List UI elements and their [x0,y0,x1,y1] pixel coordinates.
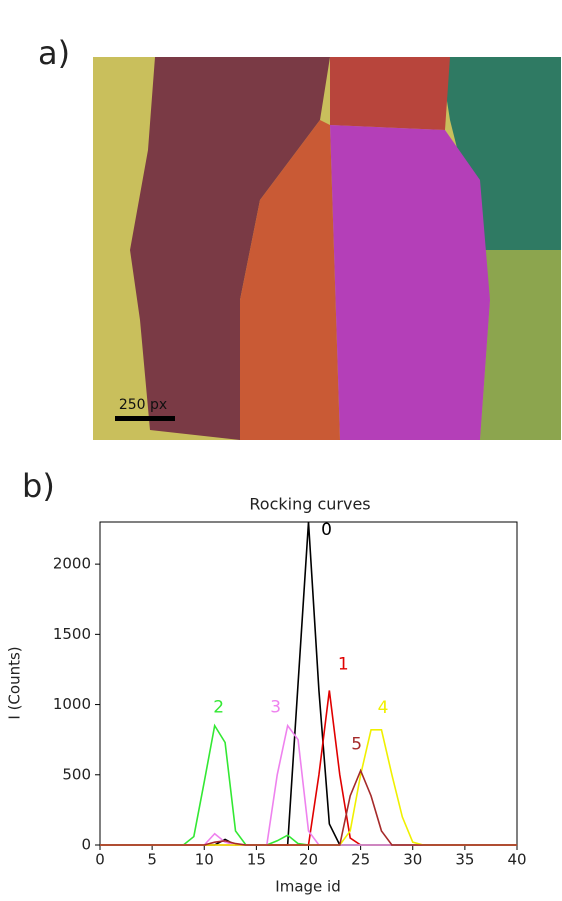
micrograph: 250 px [93,57,561,440]
series-label: 1 [338,655,349,675]
chart-title: Rocking curves [249,495,370,514]
panel-label: a) [38,34,70,72]
region-orange [240,120,340,440]
series-line [100,723,517,846]
x-tick-label: 0 [95,851,105,869]
x-tick-label: 35 [455,851,474,869]
series-line [100,521,517,846]
region-maroon [130,57,330,440]
x-tick-label: 20 [299,851,318,869]
region-yellow-green [480,250,561,440]
y-axis-label: I (Counts) [6,646,24,719]
series-line [100,768,517,846]
x-tick-label: 15 [247,851,266,869]
y-tick-label: 0 [81,836,91,854]
x-tick-label: 40 [507,851,526,869]
y-tick-label: 1000 [53,695,91,713]
series-label: 2 [213,698,224,718]
scale-bar [115,416,175,421]
x-axis-label: Image id [275,878,340,896]
region-magenta [330,125,490,440]
x-tick-label: 30 [403,851,422,869]
series-label: 5 [351,735,362,755]
y-tick-label: 1500 [53,625,91,643]
x-tick-label: 10 [195,851,214,869]
x-tick-label: 25 [351,851,370,869]
plot-frame [99,521,518,846]
scale-bar-label: 250 px [119,397,167,413]
series-label: 3 [270,698,281,718]
panel-label: b) [22,467,55,505]
series-label: 0 [321,520,332,540]
x-tick-label: 5 [147,851,157,869]
series-label: 4 [378,698,389,718]
region-red [330,57,450,130]
series-line [100,690,517,846]
y-tick-label: 2000 [53,555,91,573]
y-tick-label: 500 [62,765,91,783]
